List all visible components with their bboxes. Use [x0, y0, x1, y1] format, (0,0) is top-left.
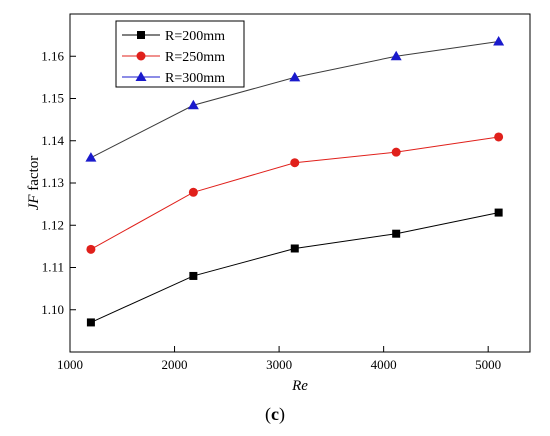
data-point — [86, 318, 95, 327]
series-line — [90, 212, 499, 323]
y-tick-label: 1.11 — [42, 260, 64, 275]
data-point — [392, 229, 401, 238]
data-point — [85, 152, 97, 162]
x-tick-label: 1000 — [57, 357, 83, 372]
x-tick-label: 5000 — [475, 357, 501, 372]
y-tick-label: 1.16 — [41, 48, 64, 63]
legend-label: R=200mm — [165, 29, 225, 44]
data-point — [187, 99, 199, 110]
data-point — [493, 35, 505, 46]
series-1 — [86, 208, 503, 327]
y-tick-label: 1.12 — [41, 217, 64, 232]
y-axis-label: JF factor — [26, 156, 42, 211]
legend-entry: R=250mm — [122, 50, 225, 65]
panel-label-close: ) — [279, 404, 285, 425]
x-tick-label: 3000 — [266, 357, 292, 372]
panel-label: (c) — [265, 404, 285, 425]
series-2 — [86, 132, 504, 254]
data-point — [188, 187, 198, 197]
legend: R=200mm R=250mm R=300mm — [115, 20, 245, 88]
legend-entry: R=200mm — [122, 29, 225, 44]
data-point — [290, 244, 299, 253]
series-layer — [85, 35, 505, 327]
y-tick-label: 1.10 — [41, 302, 64, 317]
data-point — [494, 132, 504, 142]
data-point — [86, 244, 96, 254]
series-3 — [85, 35, 505, 162]
y-tick-label: 1.14 — [41, 133, 64, 148]
legend-label: R=250mm — [165, 50, 225, 65]
x-tick-label: 4000 — [371, 357, 397, 372]
x-axis-label: Re — [291, 378, 308, 394]
data-point — [494, 208, 503, 217]
axis-ticks: 1000 2000 3000 4000 5000 1.10 1.11 1.12 1.13 1.14… — [41, 48, 501, 372]
data-point — [391, 147, 401, 157]
series-line — [90, 136, 499, 250]
legend-entry: R=300mm — [122, 71, 225, 86]
legend-marker — [137, 31, 145, 39]
panel-label-open: ( — [265, 404, 271, 425]
y-tick-label: 1.13 — [41, 175, 64, 190]
y-axis-label-italic: JF — [26, 194, 42, 211]
y-axis-label-rest: factor — [26, 156, 42, 195]
y-tick-label: 1.15 — [41, 91, 64, 106]
legend-marker — [135, 71, 147, 81]
panel-label-letter: c — [271, 404, 279, 424]
data-point — [289, 71, 301, 82]
data-point — [390, 50, 402, 61]
legend-marker — [136, 51, 146, 61]
data-point — [189, 271, 198, 280]
data-point — [290, 158, 300, 168]
legend-label: R=300mm — [165, 71, 225, 86]
x-tick-label: 2000 — [162, 357, 188, 372]
